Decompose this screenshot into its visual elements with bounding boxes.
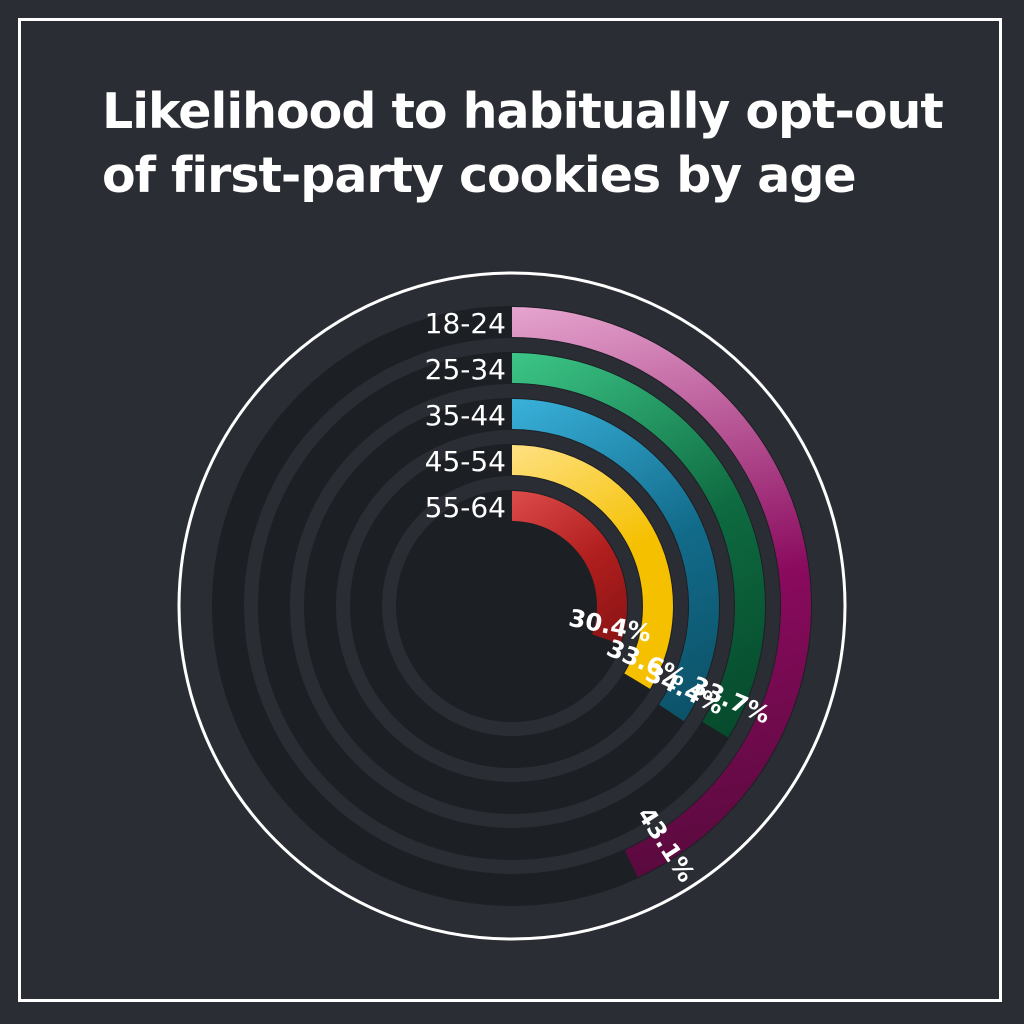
- chart-title-line-1: Likelihood to habitually opt-out: [102, 83, 944, 140]
- chart-title: Likelihood to habitually opt-out of firs…: [102, 80, 962, 208]
- bar-25-34: [512, 353, 765, 738]
- bar-45-54: [512, 445, 673, 689]
- category-label-35-44: 35-44: [425, 399, 506, 432]
- category-label-18-24: 18-24: [425, 307, 506, 340]
- bar-35-44: [512, 399, 719, 722]
- category-label-25-34: 25-34: [425, 353, 506, 386]
- category-label-45-54: 45-54: [425, 445, 506, 478]
- chart-bars: [512, 307, 811, 878]
- category-label-55-64: 55-64: [425, 491, 506, 524]
- outer-frame: [18, 18, 1002, 1002]
- chart-title-line-2: of first-party cookies by age: [102, 147, 857, 204]
- bar-55-64: [512, 491, 627, 645]
- chart-center-hole: [424, 518, 600, 694]
- bar-18-24: [512, 307, 811, 878]
- chart-category-labels: 18-24 25-34 35-44 45-54 55-64: [425, 307, 506, 524]
